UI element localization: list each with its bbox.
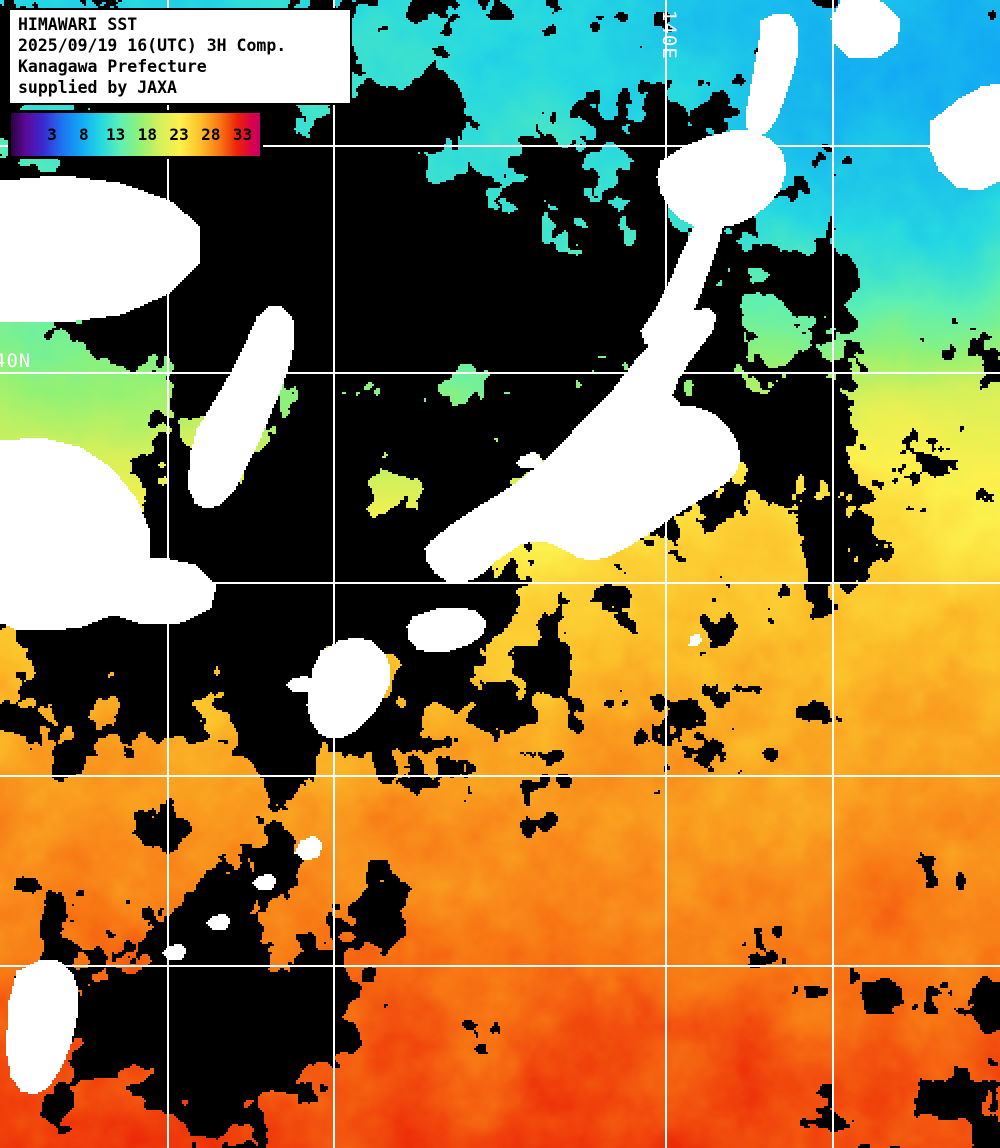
colorbar-tick-labels: 3 8 13 18 23 28 33: [11, 113, 260, 156]
latitude-label-40n: 40N: [0, 350, 32, 372]
title-line-source: supplied by JAXA: [18, 78, 177, 97]
colorbar-tick-18: 18: [137, 125, 157, 144]
colorbar-gradient: [11, 113, 260, 156]
title-box: HIMAWARI SST 2025/09/19 16(UTC) 3H Comp.…: [8, 8, 352, 105]
colorbar-tick-13: 13: [105, 125, 126, 144]
colorbar-tick-28: 28: [201, 125, 221, 144]
title-line-datetime: 2025/09/19 16(UTC) 3H Comp.: [18, 36, 287, 55]
sst-colorbar: 3 8 13 18 23 28 33: [8, 110, 263, 159]
longitude-label-140e: 140E: [658, 10, 680, 60]
title-line-product: HIMAWARI SST: [18, 15, 138, 34]
colorbar-tick-3: 3: [47, 125, 57, 144]
title-line-region: Kanagawa Prefecture: [18, 57, 207, 76]
colorbar-tick-33: 33: [232, 125, 253, 144]
colorbar-tick-8: 8: [79, 125, 89, 144]
colorbar-tick-23: 23: [169, 125, 189, 144]
